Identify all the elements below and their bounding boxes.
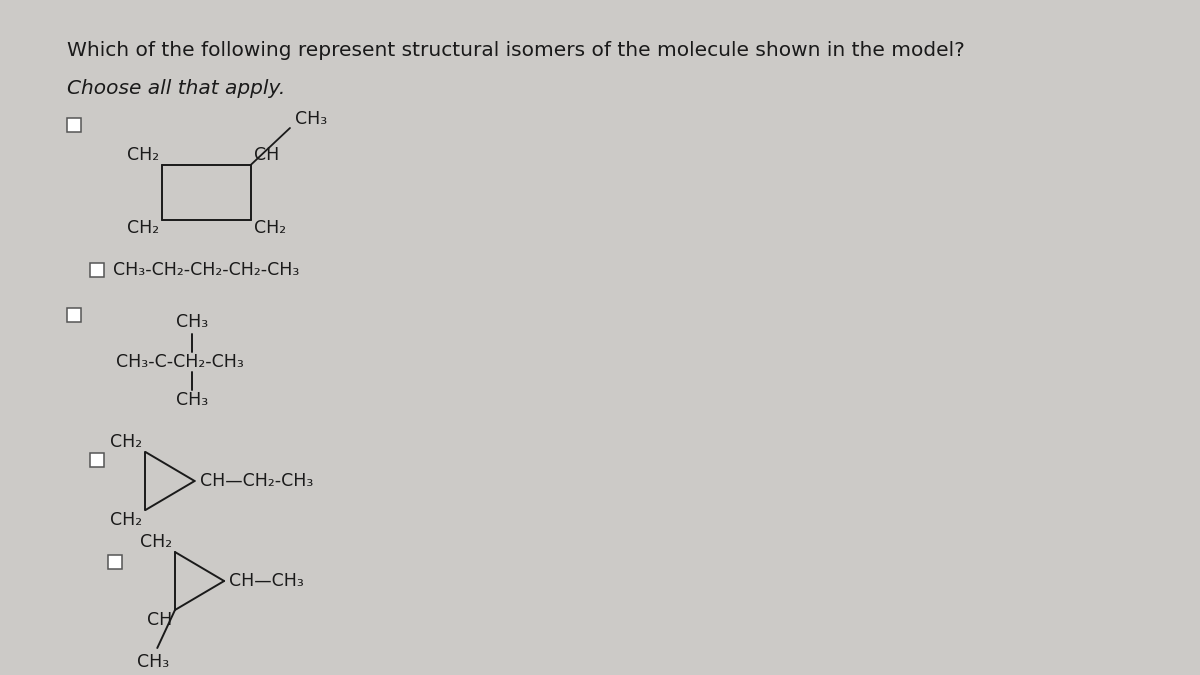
Text: CH: CH xyxy=(146,611,172,629)
Text: CH—CH₃: CH—CH₃ xyxy=(229,572,304,590)
Text: Which of the following represent structural isomers of the molecule shown in the: Which of the following represent structu… xyxy=(67,40,965,59)
Bar xyxy=(67,118,80,132)
Text: CH₂: CH₂ xyxy=(127,146,160,164)
Bar xyxy=(90,453,104,467)
Text: CH₃-CH₂-CH₂-CH₂-CH₃: CH₃-CH₂-CH₂-CH₂-CH₃ xyxy=(113,261,300,279)
Text: CH—CH₂-CH₃: CH—CH₂-CH₃ xyxy=(199,472,313,490)
Text: CH₃-C-CH₂-CH₃: CH₃-C-CH₂-CH₃ xyxy=(116,353,244,371)
Text: CH₃: CH₃ xyxy=(295,110,328,128)
Text: CH₂: CH₂ xyxy=(110,511,143,529)
Text: CH: CH xyxy=(253,146,278,164)
Text: Choose all that apply.: Choose all that apply. xyxy=(67,78,286,97)
Text: CH₃: CH₃ xyxy=(175,313,208,331)
Bar xyxy=(67,308,80,322)
Text: CH₃: CH₃ xyxy=(137,653,169,671)
Bar xyxy=(90,263,104,277)
Text: CH₂: CH₂ xyxy=(127,219,160,237)
Text: CH₃: CH₃ xyxy=(175,391,208,409)
Text: CH₂: CH₂ xyxy=(253,219,286,237)
Text: CH₂: CH₂ xyxy=(110,433,143,451)
Bar xyxy=(108,555,122,569)
Text: CH₂: CH₂ xyxy=(140,533,172,551)
